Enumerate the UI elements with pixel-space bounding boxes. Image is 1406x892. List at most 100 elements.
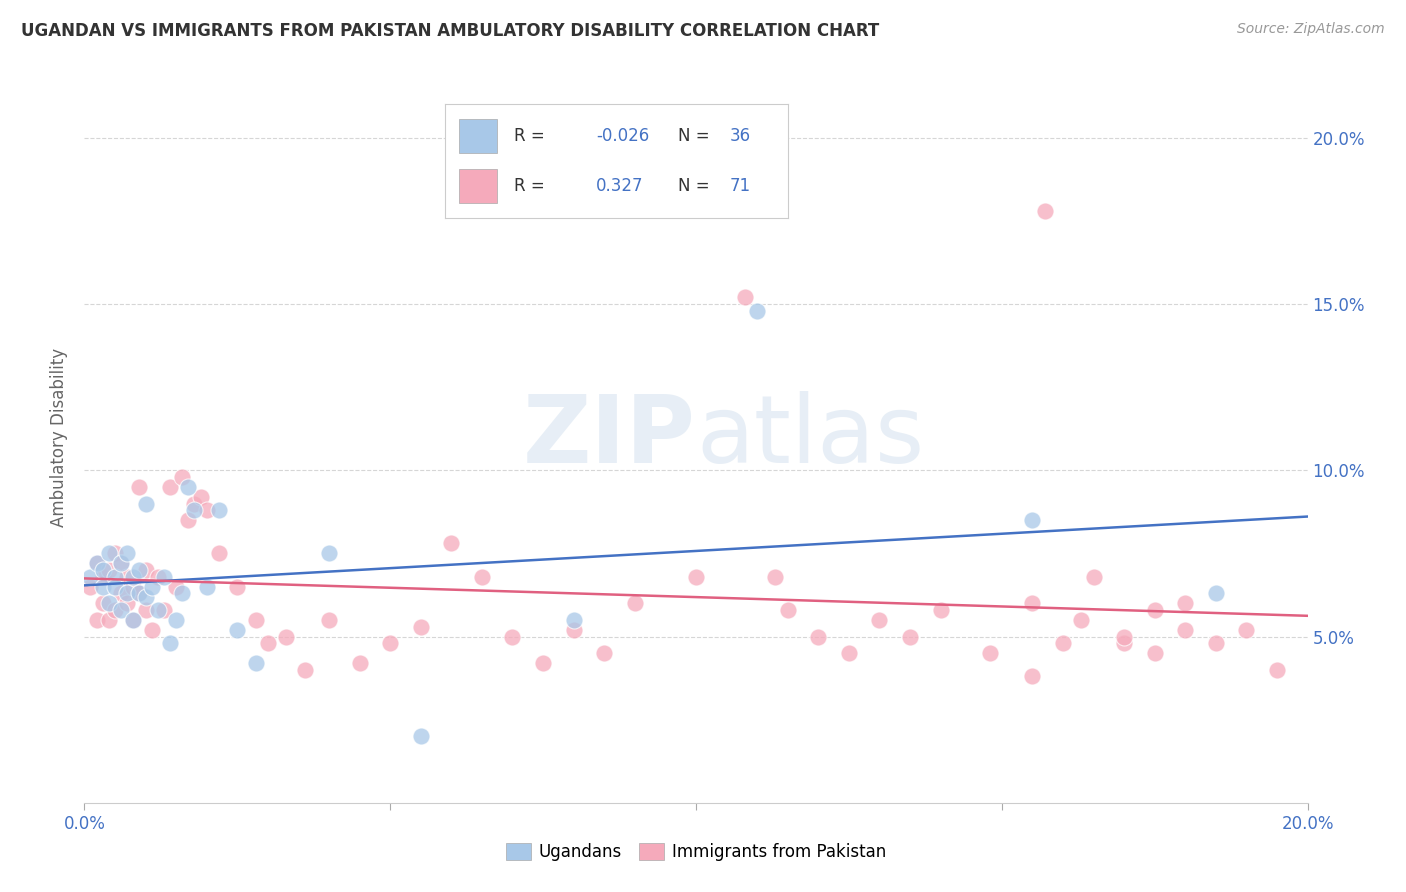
Point xyxy=(1052,636,1074,650)
Point xyxy=(122,570,145,584)
Point xyxy=(86,557,108,571)
Point xyxy=(146,603,169,617)
Point xyxy=(776,603,799,617)
Point xyxy=(190,490,212,504)
Point xyxy=(97,563,120,577)
Point xyxy=(1265,663,1288,677)
Point xyxy=(115,586,138,600)
Point xyxy=(195,580,218,594)
Point xyxy=(471,570,494,584)
Point xyxy=(1205,586,1227,600)
Y-axis label: Ambulatory Disability: Ambulatory Disability xyxy=(51,348,69,526)
Point xyxy=(807,630,830,644)
Point xyxy=(97,613,120,627)
Point xyxy=(593,646,616,660)
Point xyxy=(91,596,114,610)
Point xyxy=(409,729,432,743)
Point xyxy=(1236,623,1258,637)
Point xyxy=(115,570,138,584)
Point xyxy=(440,536,463,550)
Point xyxy=(86,557,108,571)
Point xyxy=(135,497,157,511)
Point xyxy=(1114,636,1136,650)
Point xyxy=(79,580,101,594)
Point xyxy=(685,570,707,584)
Point xyxy=(135,603,157,617)
Text: Source: ZipAtlas.com: Source: ZipAtlas.com xyxy=(1237,22,1385,37)
Point xyxy=(153,603,176,617)
Text: atlas: atlas xyxy=(696,391,924,483)
Point xyxy=(128,480,150,494)
Point xyxy=(624,596,647,610)
Point xyxy=(183,497,205,511)
Point xyxy=(898,630,921,644)
Point xyxy=(104,580,127,594)
Point xyxy=(172,470,194,484)
Point xyxy=(1143,646,1166,660)
Point xyxy=(91,563,114,577)
Point xyxy=(79,570,101,584)
Point xyxy=(115,546,138,560)
Point xyxy=(104,546,127,560)
Point xyxy=(1033,204,1056,219)
Point xyxy=(380,636,402,650)
Point xyxy=(165,580,187,594)
Point xyxy=(1205,636,1227,650)
Point xyxy=(1021,513,1043,527)
Point xyxy=(135,590,157,604)
Point xyxy=(183,503,205,517)
Point xyxy=(141,580,163,594)
Point xyxy=(128,586,150,600)
Point xyxy=(531,656,554,670)
Point xyxy=(318,546,340,560)
Point xyxy=(172,586,194,600)
Point xyxy=(91,570,114,584)
Point xyxy=(1143,603,1166,617)
Point xyxy=(110,586,132,600)
Point xyxy=(159,480,181,494)
Point xyxy=(208,503,231,517)
Point xyxy=(765,570,787,584)
Point xyxy=(409,619,432,633)
Point xyxy=(747,303,769,318)
Point xyxy=(153,570,176,584)
Point xyxy=(869,613,891,627)
Point xyxy=(226,580,249,594)
Point xyxy=(245,656,267,670)
Point xyxy=(135,563,157,577)
Point xyxy=(276,630,298,644)
Point xyxy=(115,596,138,610)
Point xyxy=(1021,596,1043,610)
Point xyxy=(1114,630,1136,644)
Point xyxy=(110,603,132,617)
Point xyxy=(141,623,163,637)
Point xyxy=(318,613,340,627)
Point xyxy=(195,503,218,517)
Point xyxy=(110,557,132,571)
Point xyxy=(122,613,145,627)
Point xyxy=(128,563,150,577)
Point xyxy=(1174,596,1197,610)
Point xyxy=(1070,613,1092,627)
Point xyxy=(208,546,231,560)
Point xyxy=(562,613,585,627)
Point xyxy=(122,580,145,594)
Point xyxy=(177,513,200,527)
Point xyxy=(838,646,860,660)
Point xyxy=(97,546,120,560)
Point xyxy=(349,656,371,670)
Point xyxy=(1083,570,1105,584)
Point xyxy=(979,646,1001,660)
Point xyxy=(86,613,108,627)
Point xyxy=(104,570,127,584)
Point xyxy=(146,570,169,584)
Point xyxy=(159,636,181,650)
Legend: Ugandans, Immigrants from Pakistan: Ugandans, Immigrants from Pakistan xyxy=(499,836,893,868)
Point xyxy=(91,580,114,594)
Point xyxy=(502,630,524,644)
Point xyxy=(257,636,280,650)
Point xyxy=(165,613,187,627)
Text: ZIP: ZIP xyxy=(523,391,696,483)
Point xyxy=(110,557,132,571)
Point xyxy=(128,586,150,600)
